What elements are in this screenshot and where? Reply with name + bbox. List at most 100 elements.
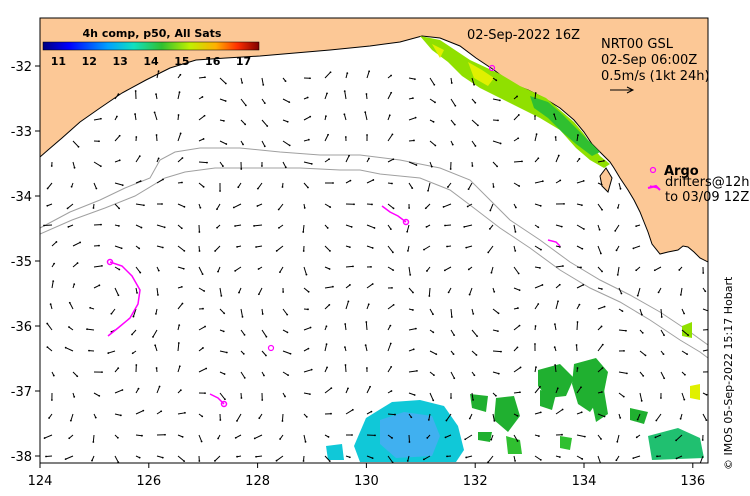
- current-vector-head: [204, 392, 206, 395]
- current-vector-head: [541, 284, 544, 286]
- current-vector-head: [415, 164, 418, 166]
- current-vector: [618, 371, 627, 374]
- current-vector: [240, 371, 246, 379]
- current-vector-head: [178, 91, 181, 94]
- current-vector: [387, 158, 394, 163]
- current-vector: [387, 455, 394, 463]
- current-vector: [177, 245, 185, 252]
- current-vector: [324, 387, 332, 394]
- x-tick-label: 130: [354, 474, 379, 489]
- current-vector: [345, 265, 354, 268]
- current-vector-head: [349, 284, 351, 286]
- current-vector-head: [225, 351, 228, 354]
- current-vector: [198, 76, 206, 79]
- current-vector: [618, 392, 625, 398]
- current-vector-head: [310, 162, 313, 165]
- current-vector: [114, 135, 121, 142]
- current-vector-head: [514, 249, 517, 252]
- current-vector-head: [183, 411, 186, 414]
- current-vector-head: [614, 229, 617, 232]
- current-vector: [660, 329, 665, 336]
- current-vector-head: [350, 226, 353, 228]
- y-tick-label: -34: [11, 190, 32, 205]
- current-vector-head: [662, 353, 665, 356]
- current-vector-head: [261, 313, 264, 315]
- current-vector-head: [644, 354, 647, 357]
- current-vector-head: [623, 349, 625, 352]
- current-vector-head: [517, 137, 520, 140]
- current-vector-head: [413, 394, 416, 396]
- current-vector: [617, 266, 620, 275]
- current-vector: [366, 224, 375, 229]
- current-vector-head: [288, 101, 291, 104]
- current-vector-head: [432, 331, 435, 334]
- current-vector-head: [142, 409, 145, 412]
- sst-pixels: [326, 36, 704, 462]
- current-vector: [198, 368, 207, 373]
- current-vector: [425, 203, 431, 209]
- colorbar-tick-label: 15: [174, 55, 189, 68]
- current-vector: [219, 140, 227, 145]
- current-vector-head: [181, 302, 184, 305]
- current-vector-head: [183, 205, 186, 208]
- current-vector-head: [582, 283, 585, 286]
- current-vector: [345, 224, 352, 228]
- current-vector-head: [367, 303, 370, 306]
- current-vector-head: [234, 225, 236, 227]
- current-vector: [408, 266, 411, 275]
- current-vector-head: [73, 283, 76, 286]
- current-vector-head: [497, 372, 500, 375]
- current-vector: [471, 140, 476, 147]
- current-vector: [464, 434, 473, 440]
- current-vector-head: [198, 231, 201, 233]
- current-vector: [555, 265, 564, 268]
- drifter-legend: Argo drifters@12h to 03/09 12Z: [647, 164, 750, 205]
- current-vector-head: [615, 249, 618, 252]
- current-vector: [492, 413, 495, 421]
- current-vector: [660, 308, 663, 318]
- current-vector-head: [535, 133, 538, 136]
- current-vector-head: [309, 115, 312, 118]
- current-vector: [114, 287, 119, 296]
- current-vector-head: [655, 419, 658, 422]
- current-vector: [324, 455, 331, 462]
- current-vector-head: [444, 436, 447, 439]
- current-vector: [654, 266, 662, 271]
- current-vector: [513, 160, 523, 163]
- current-vector-head: [243, 377, 246, 379]
- current-vector-head: [535, 366, 537, 368]
- current-vector: [576, 321, 579, 331]
- current-vector: [408, 182, 413, 189]
- current-vector-head: [157, 294, 159, 296]
- current-vector: [471, 77, 475, 85]
- current-vector-head: [427, 189, 429, 192]
- current-vector: [282, 371, 289, 376]
- drifter-legend-line1: drifters@12h: [665, 175, 750, 190]
- current-vector-head: [598, 228, 601, 231]
- current-vector-head: [261, 399, 264, 401]
- current-vector-head: [284, 395, 286, 398]
- current-vector-head: [453, 334, 456, 337]
- current-vector: [345, 301, 349, 310]
- current-vector-head: [223, 119, 225, 122]
- current-vector-head: [679, 417, 682, 420]
- x-axis: 124 126 128 130 132 134 136: [28, 463, 705, 489]
- colorbar-gradient: [42, 41, 260, 51]
- current-vector-head: [615, 459, 618, 462]
- current-vector-head: [560, 225, 563, 228]
- current-vector-head: [98, 140, 100, 143]
- current-vector-head: [494, 394, 497, 397]
- current-vector: [177, 133, 182, 142]
- current-vector: [282, 308, 288, 315]
- argo-legend-icon: [649, 166, 657, 174]
- current-vector: [236, 413, 242, 422]
- current-vector-head: [391, 133, 394, 136]
- current-vector-head: [214, 459, 216, 462]
- current-vector-head: [578, 157, 581, 160]
- current-vector-head: [244, 104, 247, 107]
- current-vector-head: [161, 246, 164, 249]
- current-vector-head: [539, 385, 541, 388]
- current-vector: [219, 77, 227, 84]
- current-vector: [276, 245, 284, 252]
- current-vector-head: [286, 120, 289, 123]
